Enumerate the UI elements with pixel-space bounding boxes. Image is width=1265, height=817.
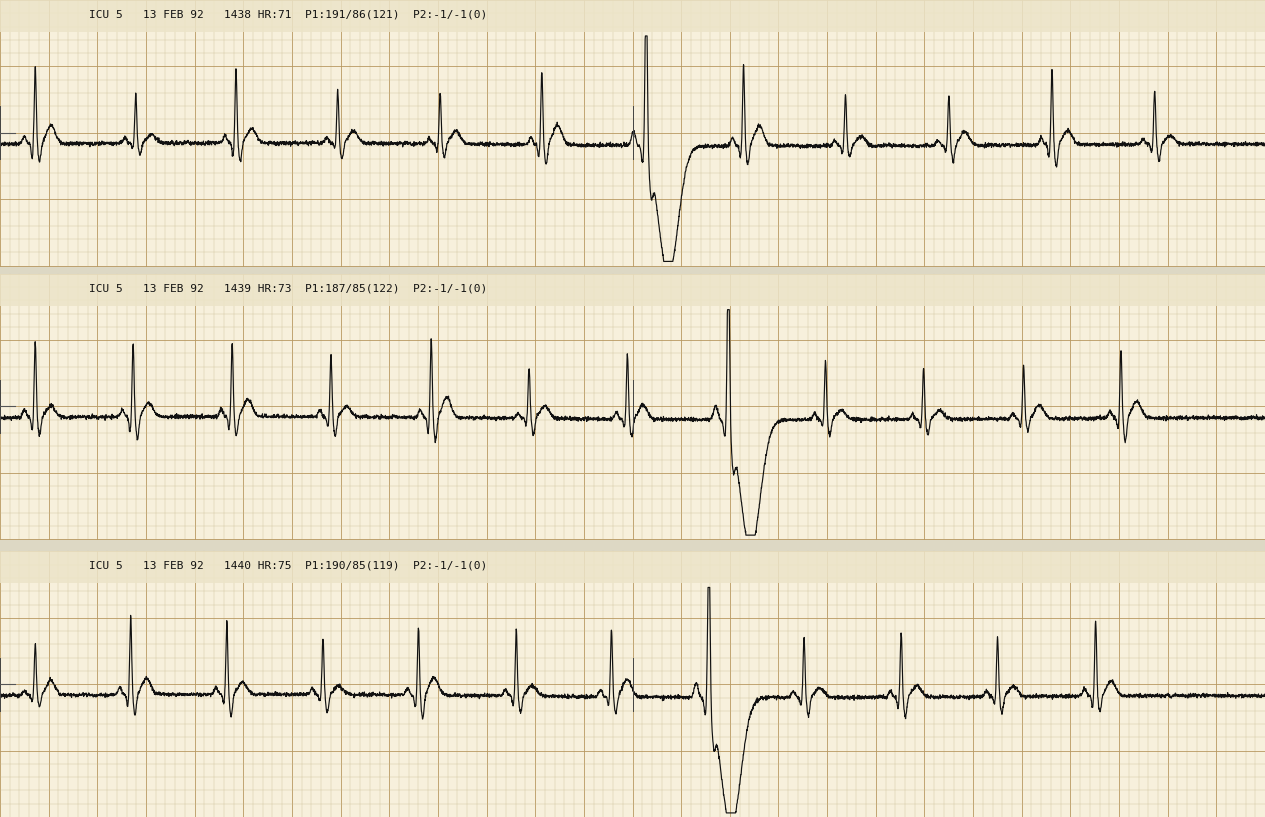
Text: ICU 5   13 FEB 92   1438 HR:71  P1:191/86(121)  P2:-1/-1(0): ICU 5 13 FEB 92 1438 HR:71 P1:191/86(121… xyxy=(89,9,487,20)
Bar xyxy=(0,551,1265,817)
Bar xyxy=(0,539,1265,551)
Bar xyxy=(0,274,1265,306)
Bar xyxy=(0,551,1265,583)
Bar xyxy=(0,0,1265,32)
Text: ICU 5   13 FEB 92   1440 HR:75  P1:190/85(119)  P2:-1/-1(0): ICU 5 13 FEB 92 1440 HR:75 P1:190/85(119… xyxy=(89,560,487,571)
Bar xyxy=(0,0,1265,266)
Bar xyxy=(0,266,1265,274)
Bar xyxy=(0,274,1265,539)
Text: ICU 5   13 FEB 92   1439 HR:73  P1:187/85(122)  P2:-1/-1(0): ICU 5 13 FEB 92 1439 HR:73 P1:187/85(122… xyxy=(89,283,487,293)
